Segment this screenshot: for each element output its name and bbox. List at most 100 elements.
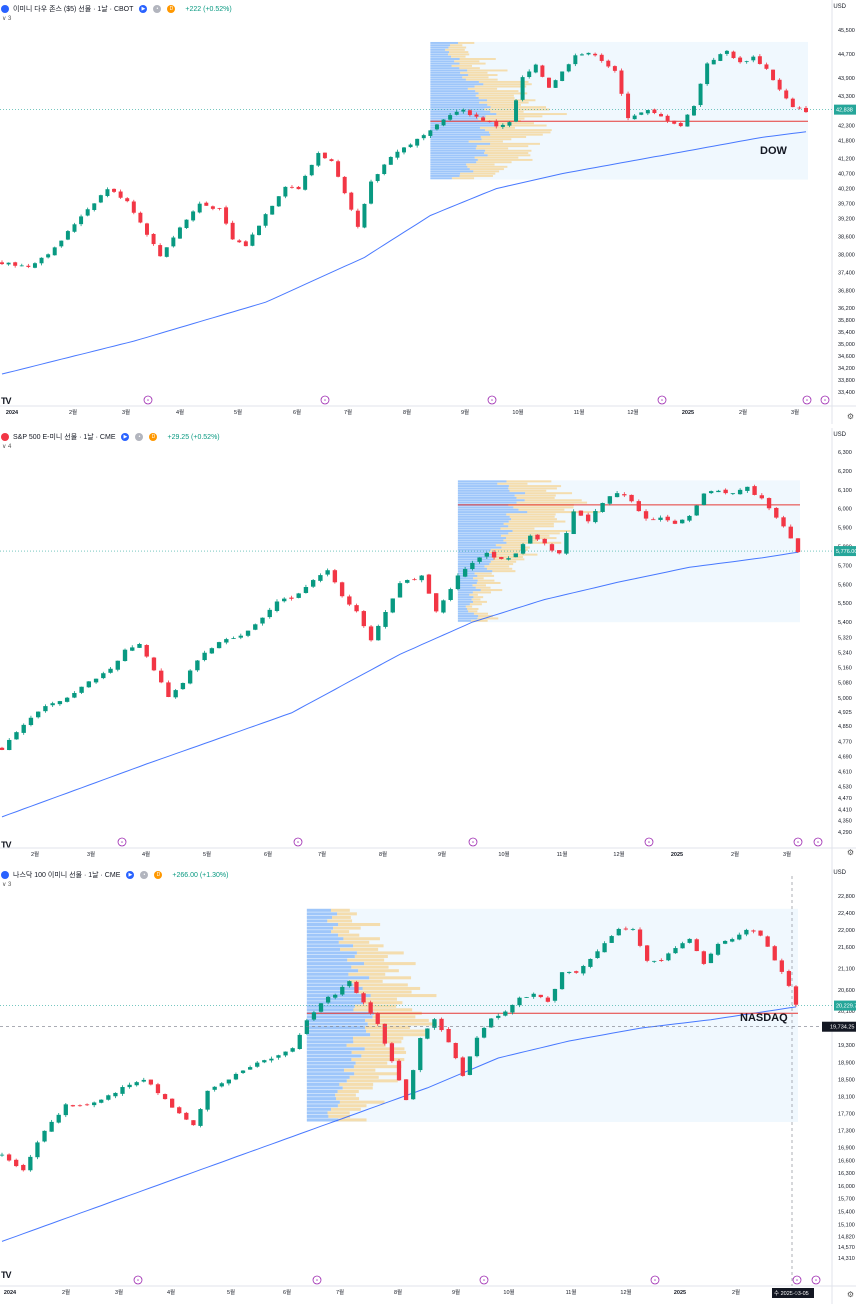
candle[interactable] [197, 201, 202, 214]
candle[interactable] [573, 53, 578, 67]
event-marker-icon[interactable]: » [312, 1275, 322, 1285]
last-price-tag[interactable]: 42,838 [834, 104, 856, 115]
collapse-toggle[interactable]: ∨ 3 [2, 16, 12, 22]
candle[interactable] [316, 151, 321, 167]
candle[interactable] [180, 682, 186, 690]
candle[interactable] [390, 598, 395, 614]
candle[interactable] [269, 1056, 274, 1063]
candle[interactable] [500, 123, 505, 129]
candle[interactable] [533, 63, 538, 74]
currency-label[interactable]: USD [833, 432, 846, 438]
candle[interactable] [467, 1056, 473, 1076]
candle[interactable] [224, 637, 229, 645]
candle[interactable] [209, 647, 215, 654]
candle[interactable] [528, 534, 533, 544]
candle[interactable] [439, 1017, 444, 1032]
candle[interactable] [309, 164, 314, 177]
candle[interactable] [722, 940, 728, 945]
candle[interactable] [652, 960, 657, 963]
candle[interactable] [120, 1085, 125, 1096]
candle[interactable] [765, 935, 770, 947]
candle[interactable] [701, 493, 707, 506]
candle[interactable] [759, 493, 764, 500]
event-marker-icon[interactable]: » [813, 837, 823, 847]
event-marker-icon[interactable]: » [133, 1275, 143, 1285]
candle[interactable] [737, 932, 742, 941]
candle[interactable] [170, 1098, 175, 1108]
candle[interactable] [310, 578, 316, 588]
candle[interactable] [347, 594, 352, 607]
candle[interactable] [134, 1081, 139, 1087]
candle[interactable] [595, 949, 600, 959]
candle[interactable] [263, 213, 268, 228]
candle[interactable] [204, 201, 209, 206]
candle[interactable] [93, 678, 99, 684]
candle[interactable] [127, 1082, 132, 1089]
candle[interactable] [283, 186, 288, 199]
candle[interactable] [405, 579, 410, 584]
candle[interactable] [694, 505, 699, 516]
candle[interactable] [85, 207, 90, 217]
candle[interactable] [571, 509, 576, 535]
settings-gear-icon[interactable]: ⚙ [846, 1290, 854, 1299]
candle[interactable] [708, 490, 714, 495]
candle[interactable] [520, 542, 526, 555]
candle[interactable] [389, 1042, 395, 1063]
candle[interactable] [296, 186, 301, 190]
candle[interactable] [752, 484, 757, 496]
collapse-toggle[interactable]: ∨ 3 [2, 882, 12, 888]
candle[interactable] [118, 189, 123, 199]
candle[interactable] [13, 261, 18, 268]
candle[interactable] [237, 239, 242, 243]
candle[interactable] [50, 701, 55, 707]
candle[interactable] [745, 486, 750, 493]
candle[interactable] [600, 502, 605, 513]
candle[interactable] [108, 666, 113, 674]
candle[interactable] [349, 191, 354, 212]
candle[interactable] [187, 669, 193, 685]
candle[interactable] [448, 112, 453, 121]
candle[interactable] [289, 595, 294, 601]
symbol-title[interactable]: 이미니 다우 존스 ($5) 선물 · 1날 · CBOT [13, 6, 134, 13]
candle[interactable] [607, 496, 613, 506]
candle[interactable] [659, 958, 664, 962]
candle[interactable] [540, 64, 545, 78]
candle[interactable] [487, 120, 492, 123]
candle[interactable] [626, 91, 631, 121]
event-marker-icon[interactable]: » [657, 395, 667, 405]
event-marker-icon[interactable]: » [468, 837, 478, 847]
candle[interactable] [99, 1099, 104, 1104]
candle[interactable] [651, 517, 656, 521]
candle[interactable] [784, 88, 789, 100]
candle[interactable] [517, 996, 522, 1008]
candle[interactable] [86, 681, 92, 688]
event-marker-icon[interactable]: » [479, 1275, 489, 1285]
candle[interactable] [354, 980, 359, 994]
candle[interactable] [425, 1028, 430, 1040]
candle[interactable] [177, 226, 182, 239]
candle[interactable] [72, 222, 77, 233]
candle[interactable] [453, 1042, 458, 1060]
candle[interactable] [718, 53, 723, 62]
candle[interactable] [538, 994, 543, 999]
candle[interactable] [708, 952, 714, 964]
candle[interactable] [462, 566, 468, 578]
candle[interactable] [171, 235, 176, 248]
candle[interactable] [503, 1010, 508, 1017]
candle[interactable] [588, 958, 593, 969]
candle[interactable] [758, 930, 763, 937]
candle[interactable] [198, 1107, 203, 1128]
candle[interactable] [130, 645, 135, 652]
volume-profile-area[interactable] [430, 41, 808, 180]
symbol-title[interactable]: 나스닥 100 이미니 선물 · 1날 · CME [13, 872, 121, 879]
candle[interactable] [467, 109, 472, 117]
candle[interactable] [6, 1153, 12, 1162]
candle[interactable] [535, 534, 540, 541]
candle[interactable] [151, 233, 156, 246]
candle[interactable] [643, 509, 649, 521]
candle[interactable] [579, 53, 584, 56]
candle[interactable] [79, 686, 84, 695]
candle[interactable] [191, 1120, 196, 1126]
candle[interactable] [250, 232, 255, 247]
candle[interactable] [396, 1059, 402, 1081]
